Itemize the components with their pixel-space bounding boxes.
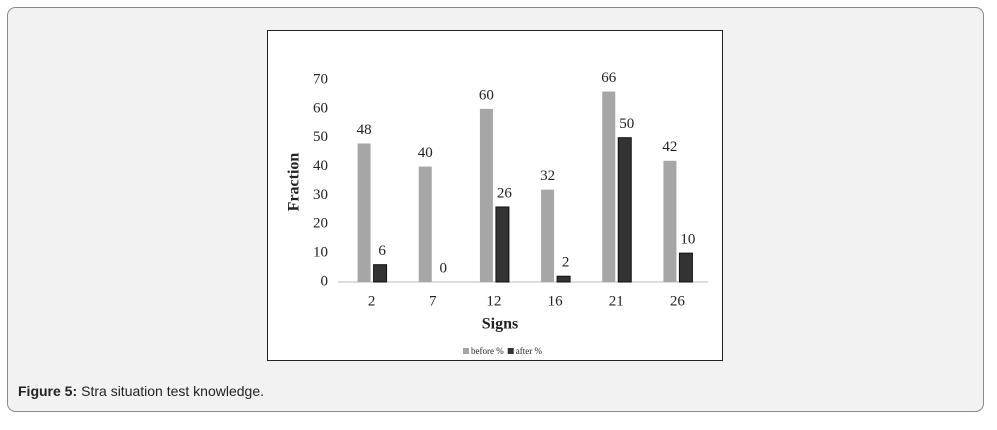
bar xyxy=(678,252,693,283)
y-tick-label: 50 xyxy=(313,129,328,145)
caption-text: Stra situation test knowledge. xyxy=(81,383,264,399)
x-tick-label: 12 xyxy=(486,293,501,309)
x-tick-label: 26 xyxy=(670,293,686,309)
y-tick-label: 30 xyxy=(313,187,328,203)
data-label: 2 xyxy=(562,255,570,271)
y-tick-label: 70 xyxy=(313,71,328,87)
y-tick-label: 10 xyxy=(313,245,328,261)
y-tick-label: 20 xyxy=(313,216,328,232)
x-tick-label: 16 xyxy=(548,293,564,309)
data-label: 10 xyxy=(680,232,695,248)
data-label: 26 xyxy=(497,185,513,201)
y-tick-label: 0 xyxy=(321,273,329,289)
data-label: 40 xyxy=(418,145,433,161)
legend-swatch xyxy=(507,348,514,354)
bar xyxy=(495,206,510,283)
x-axis-label: Signs xyxy=(482,316,518,333)
data-label: 48 xyxy=(357,122,372,138)
data-label: 42 xyxy=(662,139,677,155)
data-label: 6 xyxy=(378,243,386,259)
bar xyxy=(373,264,388,283)
bar xyxy=(479,108,493,282)
bar xyxy=(418,166,432,282)
y-axis-label: Fraction xyxy=(286,153,303,212)
x-tick-label: 21 xyxy=(609,293,624,309)
data-label: 60 xyxy=(479,87,494,103)
data-label: 66 xyxy=(601,70,617,86)
legend-label: before % xyxy=(471,346,504,356)
data-label: 50 xyxy=(619,116,634,132)
legend-swatch xyxy=(463,348,469,354)
bar xyxy=(556,275,571,283)
bar xyxy=(617,137,632,283)
chart-frame xyxy=(267,30,723,361)
y-tick-label: 40 xyxy=(313,158,328,174)
y-tick-label: 60 xyxy=(313,100,328,116)
bar xyxy=(541,189,555,282)
bar xyxy=(602,91,616,283)
x-tick-label: 2 xyxy=(368,293,376,309)
data-label: 32 xyxy=(540,168,555,184)
bar xyxy=(357,143,371,282)
data-label: 0 xyxy=(440,260,448,276)
x-tick-label: 7 xyxy=(429,293,437,309)
legend-label: after % xyxy=(516,346,543,356)
bar xyxy=(663,160,677,282)
caption-label: Figure 5: xyxy=(18,383,77,399)
caption: Figure 5: Stra situation test knowledge. xyxy=(18,383,264,399)
